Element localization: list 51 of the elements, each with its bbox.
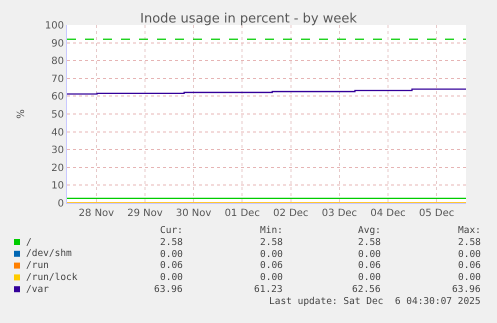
text: 0.00 [260, 249, 284, 260]
y-tick-label: 0 [58, 198, 64, 210]
text: Min: [260, 225, 283, 236]
x-tick-label: 05 Dec [418, 208, 454, 219]
text: Avg: [358, 225, 381, 236]
y-tick-label: 70 [51, 74, 64, 85]
x-tick-label: 02 Dec [273, 208, 308, 219]
y-tick-label: 60 [51, 92, 64, 103]
legend-label: /var [26, 284, 50, 295]
text: 2.58 [260, 237, 284, 248]
text: 0.00 [160, 249, 184, 260]
x-tick-label: 01 Dec [224, 208, 260, 219]
text: 0.00 [458, 249, 482, 260]
text: 62.56 [352, 284, 381, 295]
legend-label: /run/lock [26, 272, 78, 283]
legend-label: /dev/shm [26, 248, 72, 259]
text: 63.96 [452, 284, 481, 295]
y-axis-title: % [16, 109, 27, 119]
text: 0.06 [358, 260, 382, 271]
text: 0.00 [358, 249, 382, 260]
y-tick-label: 50 [51, 110, 64, 120]
x-tick-label: 29 Nov [127, 208, 163, 219]
text: Cur: [160, 225, 183, 236]
y-tick-label: 80 [51, 56, 64, 68]
text: 61.23 [254, 284, 283, 295]
legend-label: /run [26, 260, 49, 271]
text: 0.00 [458, 272, 482, 283]
y-tick-label: 90 [51, 38, 64, 50]
x-tick-label: 03 Dec [322, 208, 358, 219]
text: Last update: Sat Dec 6 04:30:07 2025 [269, 296, 481, 307]
y-tick-label: 30 [51, 145, 64, 156]
y-tick-label: 40 [51, 127, 64, 138]
y-tick-label: 20 [51, 162, 64, 174]
text: 2.58 [160, 237, 184, 248]
text: 2.58 [358, 237, 382, 248]
text: 0.00 [160, 272, 184, 283]
text: 0.06 [160, 260, 184, 271]
text: Max: [458, 225, 481, 236]
text: 63.96 [154, 284, 183, 295]
y-tick-label: 10 [51, 180, 64, 192]
x-tick-label: 30 Nov [176, 208, 212, 219]
y-tick-label: 100 [44, 20, 64, 32]
text: 2.58 [458, 237, 482, 248]
text: 0.00 [260, 272, 284, 283]
text: 0.00 [358, 272, 382, 283]
text: 0.06 [260, 260, 284, 271]
x-tick-label: 28 Nov [78, 208, 114, 219]
chart-title: Inode usage in percent - by week [140, 12, 358, 27]
x-tick-label: 04 Dec [370, 208, 406, 219]
legend-label: / [26, 237, 32, 248]
text: 0.06 [458, 260, 482, 271]
